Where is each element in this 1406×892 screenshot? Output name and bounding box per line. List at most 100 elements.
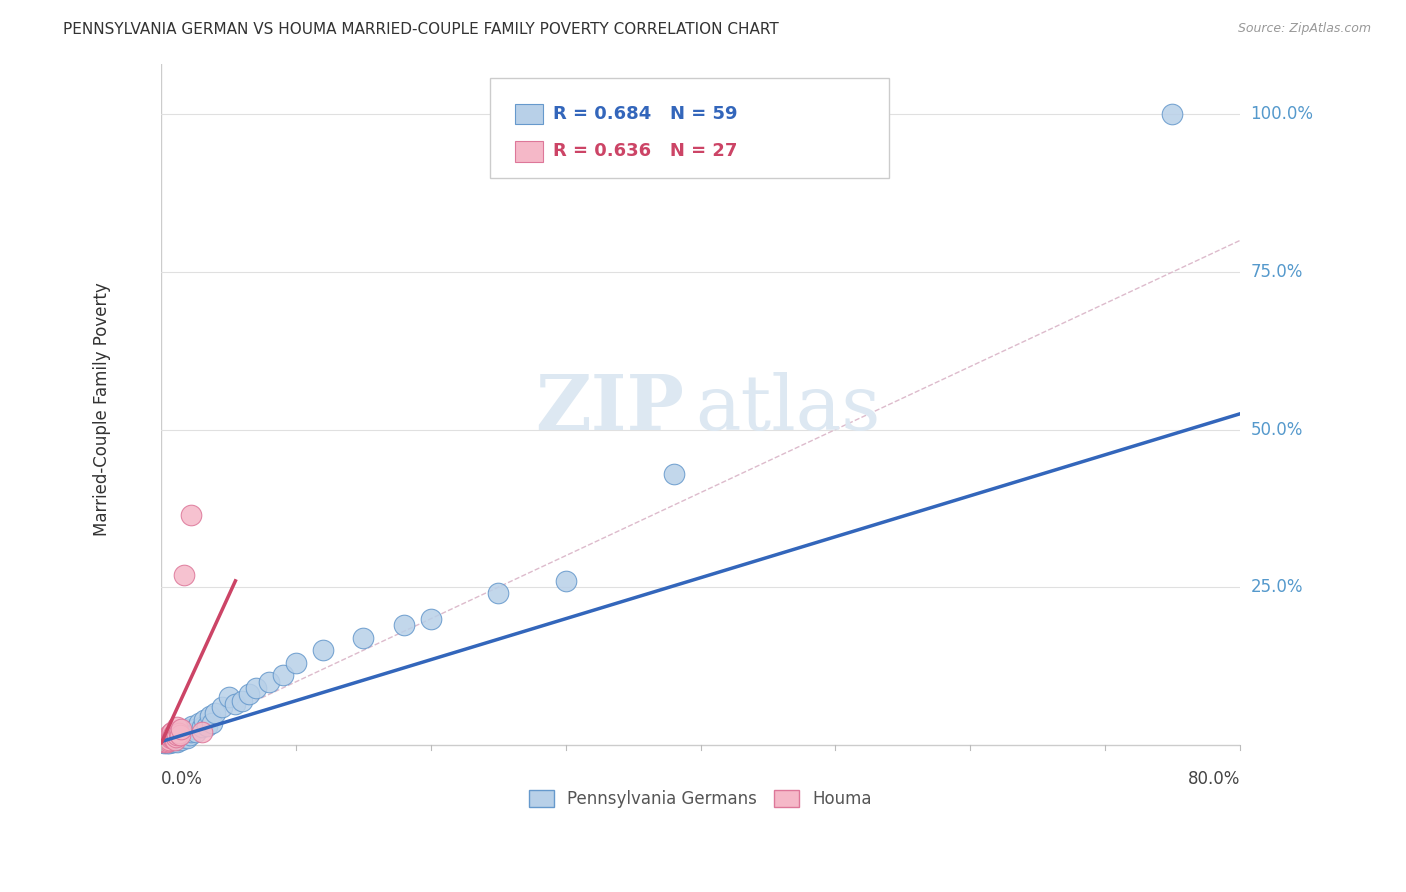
Text: R = 0.636   N = 27: R = 0.636 N = 27 [554,142,738,161]
Point [155,734,177,748]
Text: 80.0%: 80.0% [1188,770,1240,788]
Point [160,730,183,744]
Bar [515,141,543,161]
Point [156,732,179,747]
Point [162,731,184,746]
Point [153,734,176,748]
Point [662,467,685,481]
Point [165,730,187,744]
Text: 100.0%: 100.0% [1250,105,1313,123]
Point [172,730,194,744]
Point [190,720,212,734]
Point [155,734,177,748]
Point [170,728,193,742]
Text: Source: ZipAtlas.com: Source: ZipAtlas.com [1237,22,1371,36]
Point [1161,107,1184,121]
Point [486,586,509,600]
Point [238,687,260,701]
Point [156,737,179,751]
Point [157,728,180,742]
Point [159,731,181,746]
Point [176,731,198,746]
Point [160,734,183,748]
Text: R = 0.684   N = 59: R = 0.684 N = 59 [554,105,738,123]
Text: PENNSYLVANIA GERMAN VS HOUMA MARRIED-COUPLE FAMILY POVERTY CORRELATION CHART: PENNSYLVANIA GERMAN VS HOUMA MARRIED-COU… [63,22,779,37]
Point [156,731,179,746]
Point [554,574,576,588]
Point [166,728,188,742]
Point [163,726,186,740]
Point [231,693,253,707]
FancyBboxPatch shape [491,78,889,178]
Point [160,725,183,739]
Point [186,725,208,739]
Text: 25.0%: 25.0% [1250,578,1303,596]
Point [163,732,186,747]
Point [155,732,177,747]
Point [156,730,179,744]
Point [165,732,187,747]
Point [245,681,267,695]
Text: 50.0%: 50.0% [1250,421,1303,439]
Point [169,728,191,742]
Point [156,734,179,748]
Point [160,730,183,744]
Point [177,723,200,738]
Point [170,732,193,747]
Point [167,726,190,740]
Point [165,730,187,744]
Point [180,508,202,522]
Point [184,722,207,736]
Point [167,728,190,742]
Bar [515,103,543,124]
Point [162,732,184,747]
Point [218,690,240,705]
Point [173,567,195,582]
Point [353,631,375,645]
Point [167,733,190,747]
Point [162,735,184,749]
Text: 75.0%: 75.0% [1250,263,1303,281]
Point [190,725,212,739]
Text: ZIP: ZIP [536,372,685,446]
Point [392,618,415,632]
Point [163,731,186,746]
Point [195,719,218,733]
Point [156,734,179,748]
Legend: Pennsylvania Germans, Houma: Pennsylvania Germans, Houma [523,783,879,815]
Point [169,725,191,739]
Text: atlas: atlas [695,372,880,446]
Point [156,735,179,749]
Point [170,722,193,736]
Point [188,715,211,730]
Point [285,656,308,670]
Point [204,706,226,721]
Point [166,726,188,740]
Text: 0.0%: 0.0% [162,770,202,788]
Point [198,709,221,723]
Point [224,697,246,711]
Point [181,719,204,733]
Point [201,715,224,730]
Point [157,732,180,747]
Point [271,668,294,682]
Point [174,722,197,736]
Point [162,728,184,742]
Point [166,734,188,748]
Point [180,725,202,739]
Point [157,736,180,750]
Point [169,731,191,746]
Point [166,720,188,734]
Point [257,674,280,689]
Point [179,728,201,742]
Point [153,736,176,750]
Point [312,643,335,657]
Point [163,734,186,748]
Point [211,700,233,714]
Point [419,612,441,626]
Point [173,726,195,740]
Point [165,725,187,739]
Point [159,731,181,746]
Point [193,713,215,727]
Point [159,734,181,748]
